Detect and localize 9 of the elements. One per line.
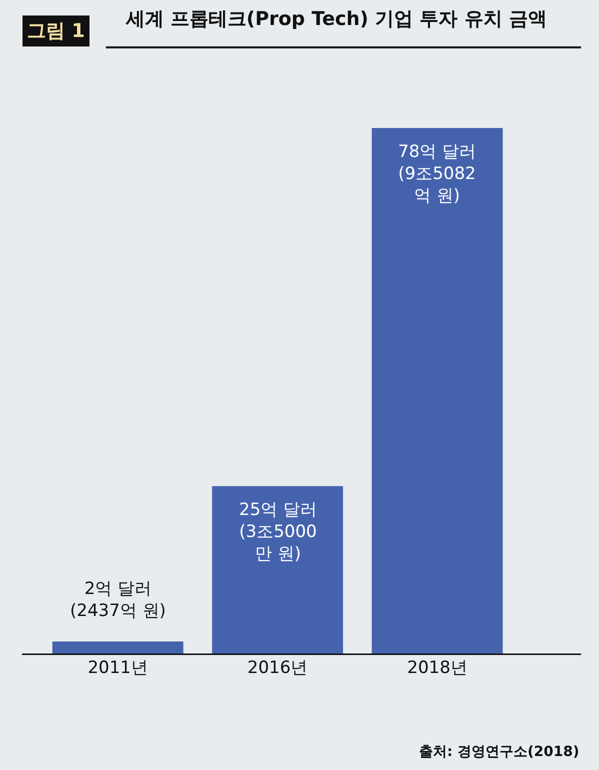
caption: 그림 1 — [27, 20, 85, 42]
data-label: 25억 달러 (3조5000 만 원) — [239, 500, 318, 564]
x-tick-label: 2011년 — [88, 658, 148, 678]
x-tick-label: 2018년 — [407, 658, 468, 678]
chart-title: 세계 프롭테크(Prop Tech) 기업 투자 유치 금액 — [124, 8, 547, 30]
data-label: 2억 달러 (2437억 원) — [70, 579, 166, 622]
source-note: 출처: 경영연구소(2018) — [419, 744, 580, 760]
x-tick-label: 2016년 — [247, 658, 308, 678]
data-label: 78억 달러 (9조5082 억 원) — [398, 142, 476, 206]
